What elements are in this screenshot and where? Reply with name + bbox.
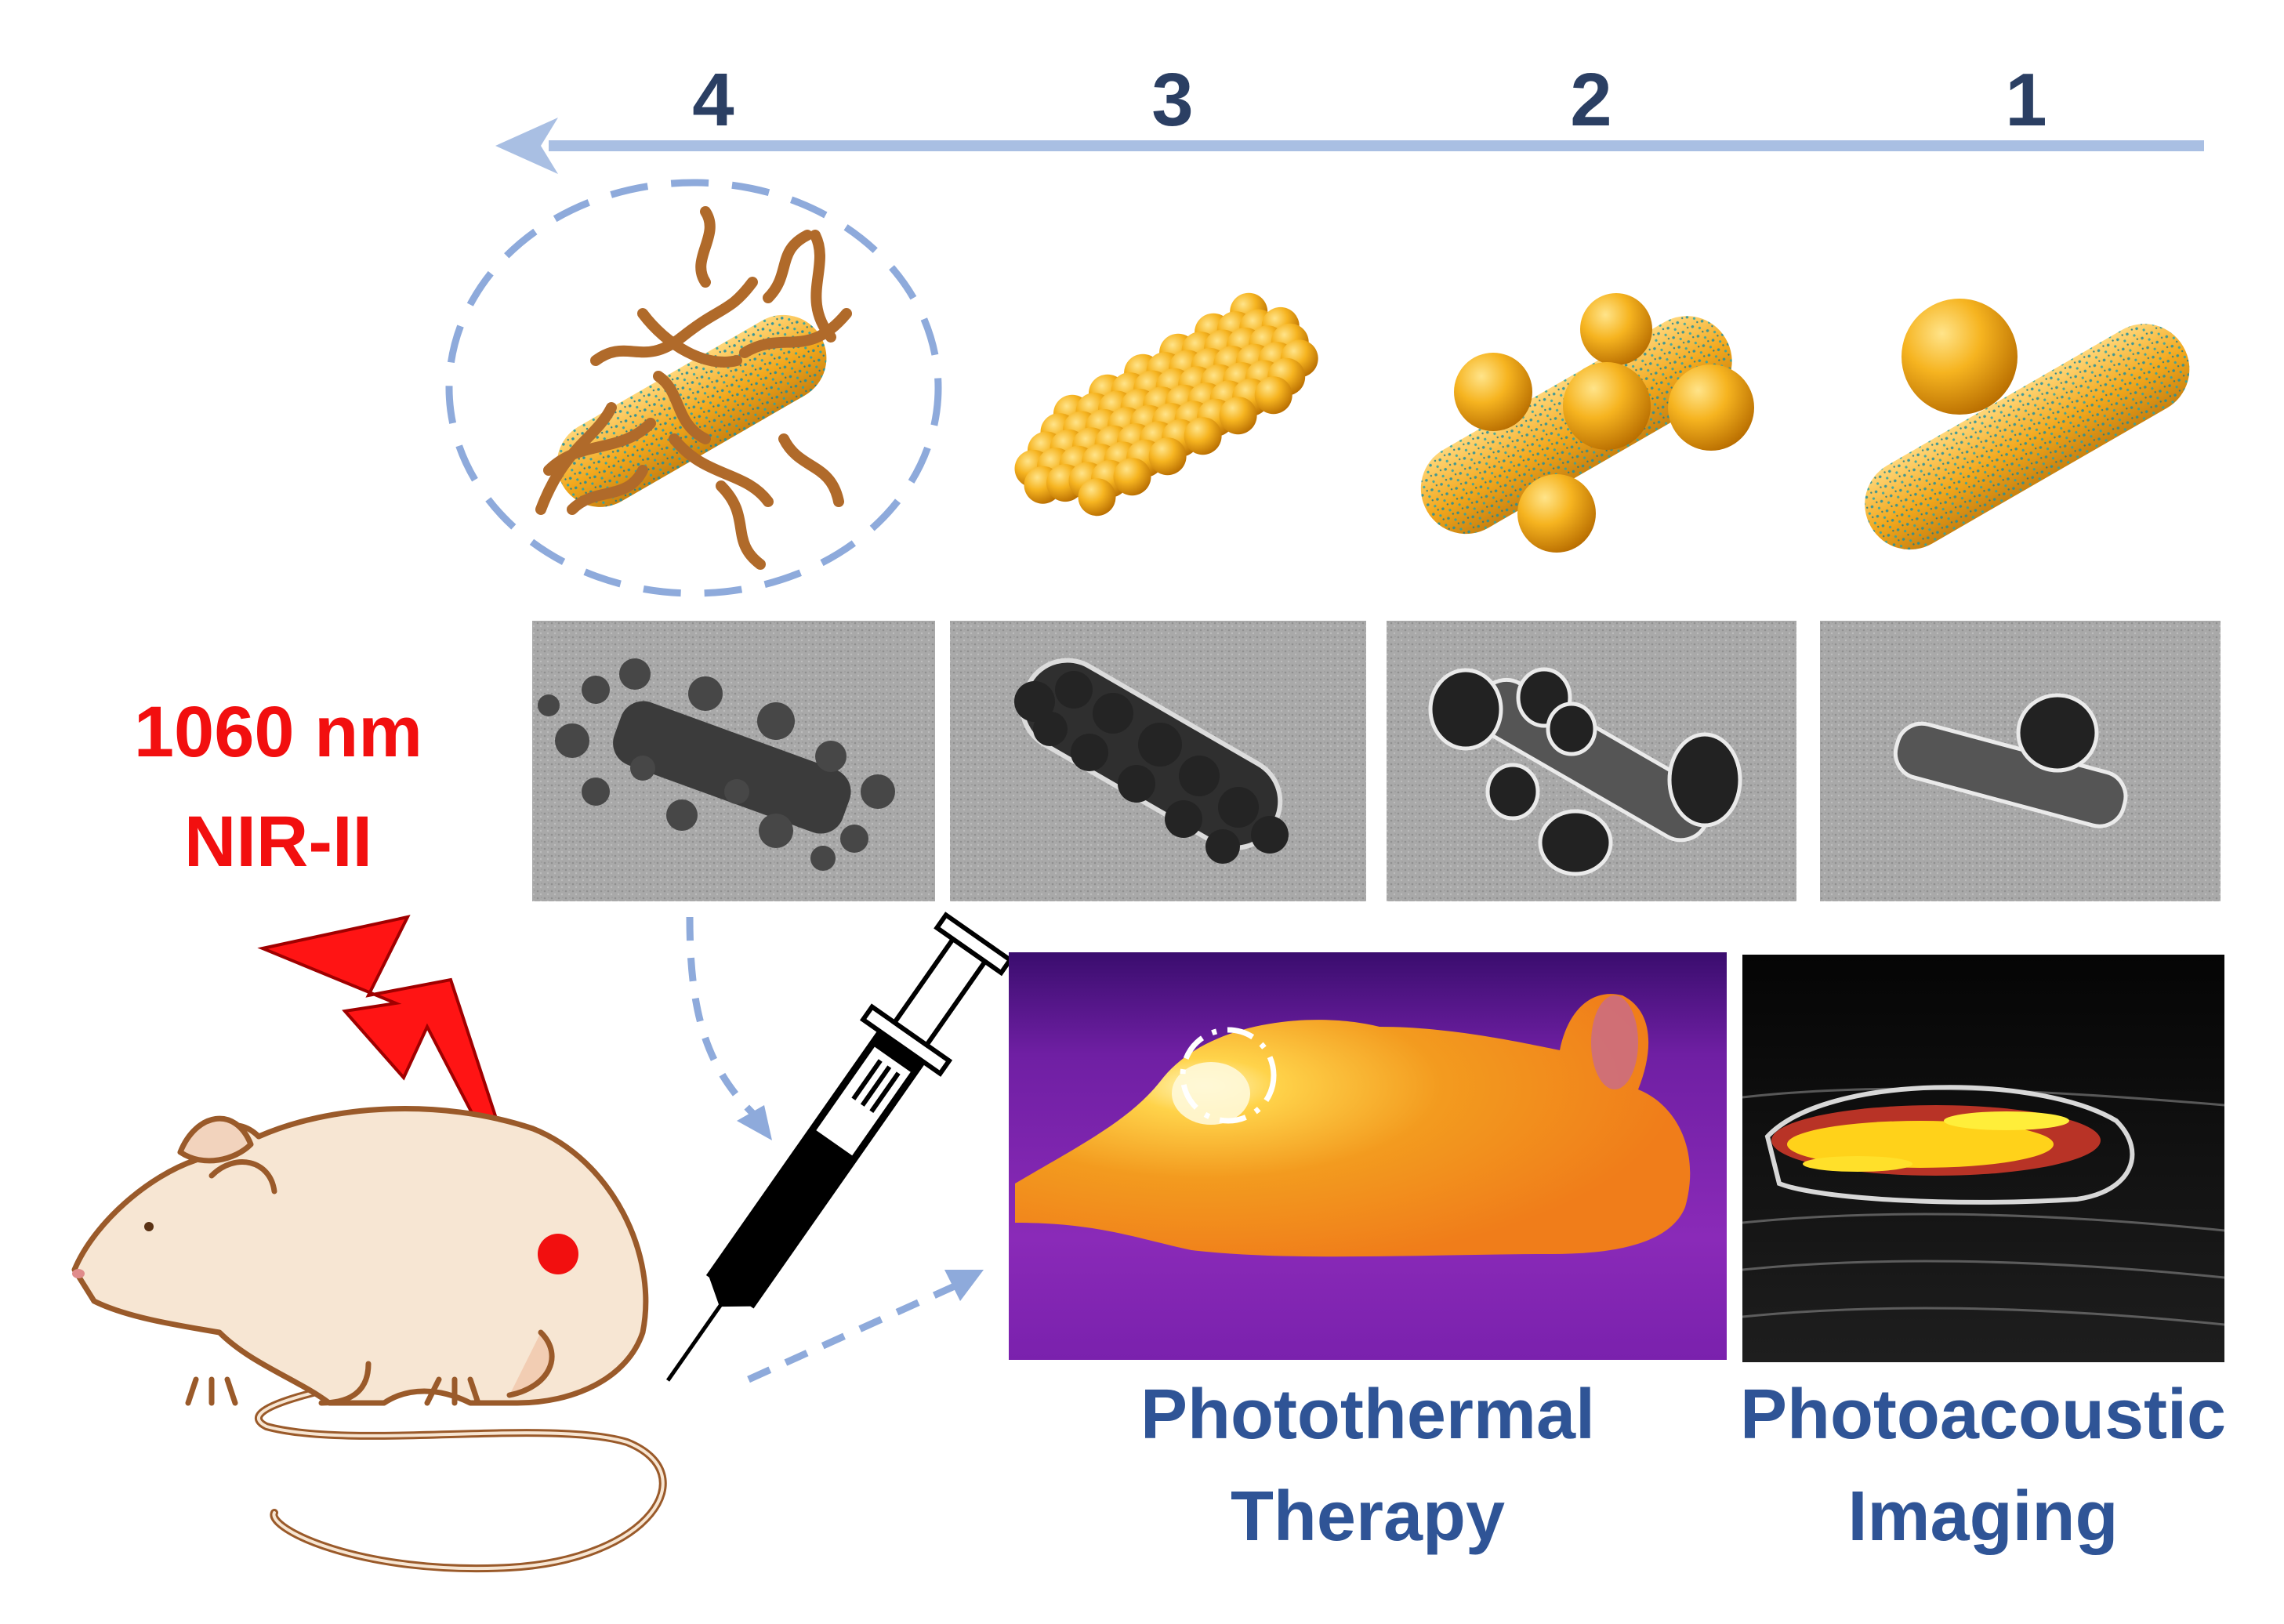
step-number-2: 2 bbox=[1570, 58, 1611, 142]
gold-sphere bbox=[1148, 437, 1187, 476]
progress-arrow bbox=[495, 118, 2204, 174]
laser-window-label: NIR-II bbox=[184, 802, 372, 882]
photothermal-image bbox=[1009, 952, 1727, 1360]
tumor-region-marker bbox=[1180, 1027, 1277, 1124]
nanostructure-model-3 bbox=[1014, 292, 1318, 517]
flow-arrow-to-syringe bbox=[686, 916, 756, 1116]
flow-arrowhead-to-syringe bbox=[737, 1105, 772, 1140]
gold-sphere bbox=[1078, 478, 1116, 517]
photothermal-label-line2: Therapy bbox=[1231, 1477, 1505, 1556]
tem-image-3 bbox=[947, 618, 1369, 904]
gold-sphere bbox=[1113, 458, 1151, 496]
step-number-1: 1 bbox=[2005, 58, 2047, 142]
gold-sphere bbox=[1184, 417, 1222, 455]
nanostructure-model-4 bbox=[445, 179, 942, 597]
photoacoustic-image bbox=[1742, 955, 2225, 1362]
syringe-icon bbox=[665, 912, 1013, 1382]
photothermal-label-line1: Photothermal bbox=[1140, 1376, 1595, 1454]
photoacoustic-label-line2: Imaging bbox=[1847, 1477, 2118, 1556]
nanostructure-model-2 bbox=[1420, 293, 1754, 553]
tem-image-1 bbox=[1817, 618, 2224, 904]
tem-image-2 bbox=[1383, 618, 1800, 904]
step-number-4: 4 bbox=[692, 58, 734, 142]
laser-wavelength-label: 1060 nm bbox=[134, 692, 422, 772]
nanostructure-model-1 bbox=[1865, 299, 2190, 550]
mouse-icon bbox=[71, 1106, 667, 1573]
gold-sphere bbox=[1254, 376, 1292, 415]
tem-image-4 bbox=[529, 618, 938, 904]
gold-sphere bbox=[1219, 397, 1257, 435]
flow-arrowhead-to-imaging bbox=[944, 1270, 984, 1301]
photoacoustic-label-line1: Photoacoustic bbox=[1740, 1376, 2226, 1454]
flow-arrow-to-imaging bbox=[747, 1281, 958, 1383]
selection-dashed-circle bbox=[445, 179, 942, 597]
step-number-3: 3 bbox=[1151, 58, 1193, 142]
